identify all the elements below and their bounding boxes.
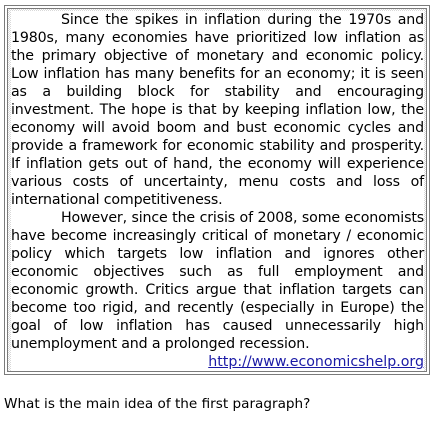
- passage-paragraph-1: Since the spikes in inflation during the…: [11, 12, 424, 208]
- source-link[interactable]: http://www.economicshelp.org: [208, 354, 424, 370]
- passage-paragraph-2: However, since the crisis of 2008, some …: [11, 210, 424, 352]
- passage-text: Since the spikes in inflation during the…: [11, 11, 424, 353]
- question-text: What is the main idea of the first parag…: [4, 396, 311, 412]
- source-line: http://www.economicshelp.org: [11, 353, 424, 371]
- passage-frame: Since the spikes in inflation during the…: [4, 5, 430, 375]
- passage-inner-frame: Since the spikes in inflation during the…: [7, 8, 427, 372]
